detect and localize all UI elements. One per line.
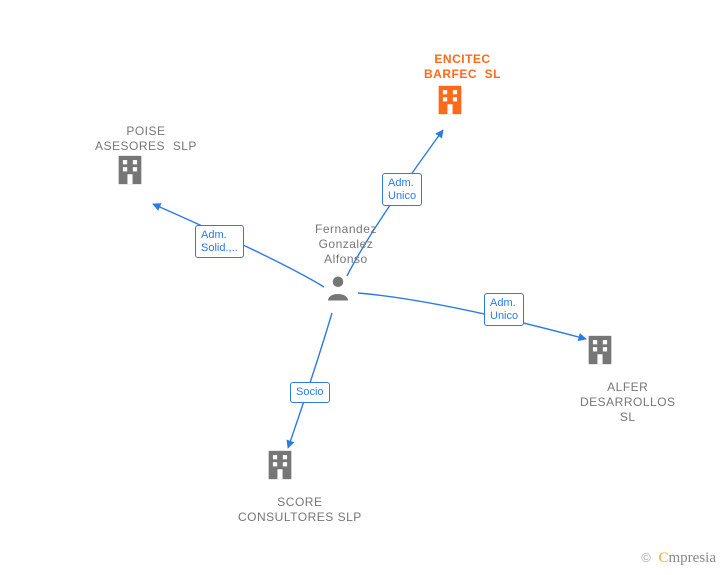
brand-name: Cmpresia bbox=[659, 550, 717, 566]
building-icon-score[interactable] bbox=[263, 448, 297, 487]
edge-label-encitec: Adm. Unico bbox=[382, 173, 422, 206]
edge-label-poise: Adm. Solid.,.. bbox=[195, 225, 244, 258]
edge-score bbox=[288, 313, 332, 448]
building-icon-alfer[interactable] bbox=[583, 333, 617, 372]
building-icon-poise[interactable] bbox=[113, 153, 147, 192]
node-label-encitec: ENCITEC BARFEC SL bbox=[424, 52, 501, 82]
person-icon-person[interactable] bbox=[323, 273, 353, 308]
edge-label-score: Socio bbox=[290, 382, 330, 403]
node-label-poise: POISE ASESORES SLP bbox=[95, 124, 197, 154]
edge-alfer bbox=[358, 293, 586, 339]
watermark: © Cmpresia bbox=[641, 550, 716, 567]
building-icon-encitec[interactable] bbox=[433, 83, 467, 122]
node-label-score: SCORE CONSULTORES SLP bbox=[238, 495, 362, 525]
edge-label-alfer: Adm. Unico bbox=[484, 293, 524, 326]
copyright-symbol: © bbox=[641, 550, 651, 565]
node-label-person: Fernandez Gonzalez Alfonso bbox=[315, 222, 377, 267]
node-label-alfer: ALFER DESARROLLOS SL bbox=[580, 380, 676, 425]
edges-layer bbox=[0, 0, 728, 575]
